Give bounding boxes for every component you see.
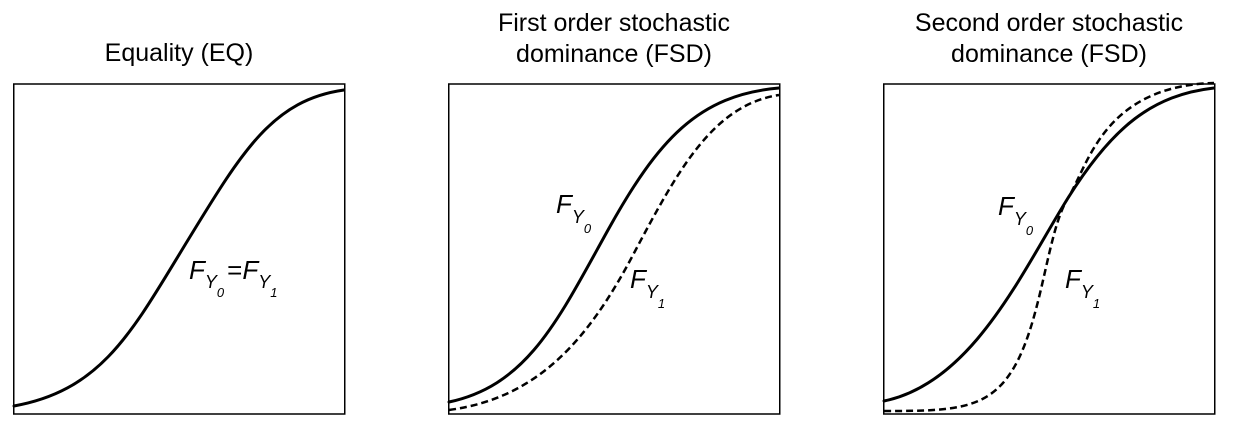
plot-frame <box>13 83 346 415</box>
title-line-1: Second order stochastic <box>914 9 1184 37</box>
curve-fy1 <box>883 81 1215 413</box>
label-fy0: FY0 <box>556 189 592 236</box>
title-line-2: dominance (FSD) <box>516 40 712 68</box>
panel-title-fsd: First order stochastic dominance (FSD) <box>448 8 780 70</box>
label-fy1: FY1 <box>1065 264 1100 311</box>
plot-fsd: FY0 FY1 <box>447 83 781 415</box>
label-fy0-eq-fy1: FY0=FY1 <box>189 255 277 300</box>
curve-fy1 <box>448 93 780 412</box>
curve-fy0 <box>882 86 1216 403</box>
label-fy1: FY1 <box>630 264 665 311</box>
panel-equality: Equality (EQ) FY0=FY1 <box>12 0 346 428</box>
label-fy0: FY0 <box>998 191 1034 238</box>
plot-frame <box>448 83 781 415</box>
panel-title-ssd: Second order stochastic dominance (FSD) <box>883 8 1215 70</box>
plot-ssd: FY0 FY1 <box>882 81 1216 415</box>
panel-fsd: First order stochastic dominance (FSD) F… <box>447 0 781 428</box>
plot-equality: FY0=FY1 <box>12 83 346 415</box>
panel-title-equality: Equality (EQ) <box>13 38 345 69</box>
title-line-1: Equality (EQ) <box>104 39 254 67</box>
plot-frame <box>883 83 1216 415</box>
curve-fy0-fy1 <box>12 88 346 408</box>
title-line-1: First order stochastic <box>497 9 730 37</box>
panel-ssd: Second order stochastic dominance (FSD) … <box>882 0 1216 428</box>
title-line-2: dominance (FSD) <box>951 40 1147 68</box>
curve-fy0 <box>447 86 781 404</box>
